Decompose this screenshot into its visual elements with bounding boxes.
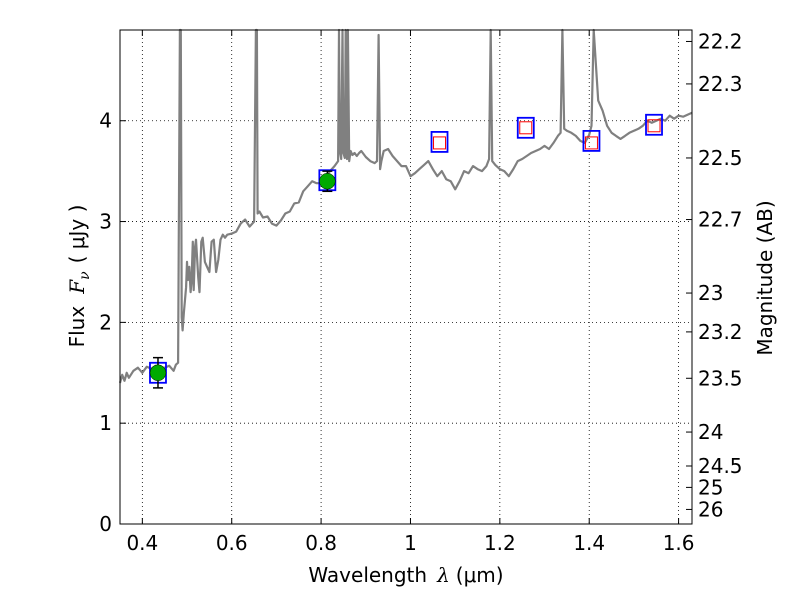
tick-marks [120,30,692,525]
magnitude-axis-label: Magnitude (AB) [753,200,777,355]
magnitude-tick-label: 22.7 [698,208,743,232]
upper-limit-marker [519,121,533,135]
model-photometry-marker [516,116,535,139]
model-photometry-marker [582,129,601,152]
magnitude-tick-label: 23 [698,281,723,305]
y-tick-label: 0 [99,512,112,536]
x-tick-label: 0.4 [126,531,158,555]
x-axis-label-symbol: λ [436,563,450,587]
x-axis-label: Wavelength λ (μm) [308,563,503,587]
x-tick-label: 1.6 [663,531,695,555]
x-tick-label: 1.4 [573,531,605,555]
upper-limit-marker [647,119,661,133]
magnitude-tick-label: 25 [698,475,723,499]
y-tick-label: 1 [99,411,112,435]
y-axis-label-text: Flux [65,306,89,348]
y-tick-label: 3 [99,210,112,234]
observed-photometry-layer [149,170,336,389]
x-axis-label-text: Wavelength [308,563,427,587]
x-tick-label: 0.8 [305,531,337,555]
x-tick-label: 0.6 [216,531,248,555]
x-tick-label: 1 [404,531,417,555]
model-spectrum-line [118,28,693,384]
y-tick-labels: 0 1 2 3 4 [99,109,112,536]
magnitude-tick-label: 22.5 [698,146,743,170]
x-tick-labels: 0.4 0.6 0.8 1 1.2 1.4 1.6 [126,531,694,555]
model-photometry-marker [645,113,663,136]
x-axis-label-unit: (μm) [456,563,504,587]
magnitude-tick-label: 24.5 [698,454,743,478]
y-tick-label: 2 [99,310,112,334]
model-photometry-marker [430,131,449,153]
plot-frame [119,29,693,525]
magnitude-tick-label: 23.2 [698,320,743,344]
model-photometry-layer [149,113,663,384]
y-axis-label: Flux Fν ( μJy ) [65,205,93,348]
magnitude-tick-label: 24 [698,420,723,444]
y-tick-label: 4 [99,109,112,133]
grid-lines [120,30,692,525]
spectrum-layer [118,28,693,384]
upper-limit-layer [433,119,661,150]
observed-photometry-point [319,172,336,190]
observed-photometry-point [149,364,167,382]
upper-limit-marker [584,136,598,150]
magnitude-tick-label: 23.5 [698,366,743,390]
upper-limit-marker [433,136,447,150]
magnitude-tick-label: 22.2 [698,29,743,53]
magnitude-tick-label: 22.3 [698,72,743,96]
x-tick-label: 1.2 [484,531,516,555]
magnitude-tick-label: 26 [698,497,723,521]
y-axis-label-symbol: F [65,279,89,295]
y-axis-label-subscript: ν [77,271,93,280]
y-axis-label-unit: ( μJy ) [65,205,89,264]
